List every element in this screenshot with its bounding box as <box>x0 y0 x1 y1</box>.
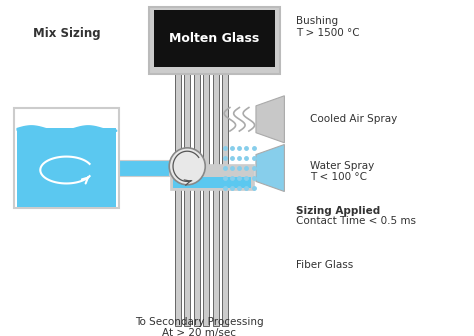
Text: Molten Glass: Molten Glass <box>169 32 260 45</box>
FancyBboxPatch shape <box>14 108 118 208</box>
Text: Cooled Air Spray: Cooled Air Spray <box>310 114 398 124</box>
FancyBboxPatch shape <box>171 165 254 190</box>
Text: Contact Time < 0.5 ms: Contact Time < 0.5 ms <box>296 216 416 226</box>
Text: Fiber Glass: Fiber Glass <box>296 260 354 270</box>
Polygon shape <box>203 74 209 326</box>
FancyBboxPatch shape <box>17 128 116 207</box>
Polygon shape <box>222 74 228 326</box>
Text: Sizing Applied: Sizing Applied <box>296 206 381 216</box>
Text: Bushing
T > 1500 °C: Bushing T > 1500 °C <box>296 16 360 38</box>
FancyBboxPatch shape <box>149 7 280 74</box>
Polygon shape <box>256 144 284 192</box>
Polygon shape <box>175 74 181 326</box>
Polygon shape <box>213 74 219 326</box>
Text: To Secondary Processing
At > 20 m/sec: To Secondary Processing At > 20 m/sec <box>135 317 264 336</box>
FancyBboxPatch shape <box>154 10 275 67</box>
Polygon shape <box>194 74 200 326</box>
Text: Mix Sizing: Mix Sizing <box>33 27 100 40</box>
Text: Water Spray
T < 100 °C: Water Spray T < 100 °C <box>310 161 375 182</box>
Ellipse shape <box>169 148 205 185</box>
FancyBboxPatch shape <box>173 177 251 188</box>
Polygon shape <box>118 160 169 176</box>
Polygon shape <box>256 96 284 143</box>
Polygon shape <box>184 74 190 326</box>
